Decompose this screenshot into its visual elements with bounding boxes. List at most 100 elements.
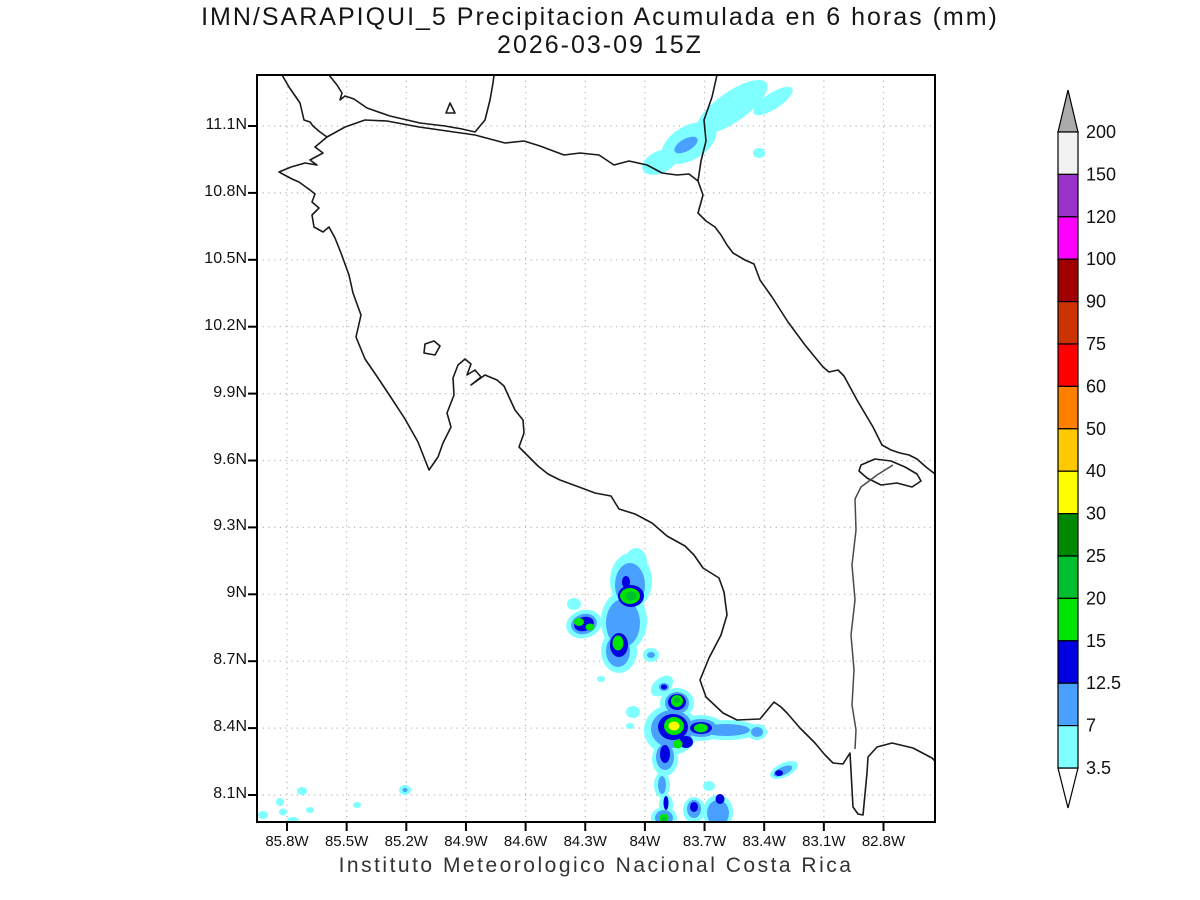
colorbar-segment [1057,258,1079,303]
colorbar-level-label: 3.5 [1086,758,1111,778]
x-axis-tick-label: 85.2W [384,833,428,850]
precip-cell [679,736,693,748]
colorbar-segment [1057,301,1079,345]
figure-title-line1: IMN/SARAPIQUI_5 Precipitacion Acumulada … [201,3,999,31]
colorbar-level-label: 90 [1086,292,1106,312]
gridlines [257,75,935,822]
x-axis-tick-label: 85.8W [265,833,309,850]
precip-cell [753,148,765,158]
precip-cell [703,781,715,791]
nicaragua-border-san-juan-river [326,119,699,182]
x-axis-tick-label: 83.1W [802,833,846,850]
precip-cell [258,811,268,819]
precip-cell [660,745,670,763]
precip-cell [674,697,680,703]
x-axis-tick-label: 85.5W [324,833,369,850]
precip-cell [279,808,287,816]
lake-nicaragua-shore [328,74,495,133]
colorbar: 200 150 120 100 90 75 60 50 40 30 25 20 15 12.5 7 3.5 [1057,89,1121,809]
colorbar-level-label: 75 [1086,334,1106,354]
colorbar-segment [1057,385,1079,430]
y-axis-tick-label: 9N [226,584,247,602]
colorbar-level-label: 25 [1086,546,1106,566]
precip-cell [702,724,750,736]
y-axis-tick-label: 10.5N [204,249,247,267]
precip-cell [751,727,763,737]
y-axis-tick-label: 8.1N [213,785,247,802]
y-axis-tick-label: 8.7N [213,651,247,669]
precip-cell [612,635,624,651]
bocas-lagoon [858,458,922,488]
colorbar-segment [1057,724,1079,769]
colorbar-level-label: 7 [1086,716,1096,736]
x-axis-tick-label: 84.9W [444,833,488,850]
map-plot [248,74,936,831]
panama-border [850,464,894,750]
y-axis-tick-label: 9.3N [213,517,247,535]
colorbar-level-label: 12.5 [1086,673,1121,693]
colorbar-segment [1057,555,1079,600]
y-axis-tick-label: 11.1N [205,116,247,133]
figure-title-line2: 2026-03-09 15Z [497,31,703,59]
axis-ticks [248,125,885,831]
precip-cell [353,802,361,808]
y-axis-tick-label: 9.9N [213,383,247,401]
precip-cell [642,149,678,175]
precip-cell [625,591,637,601]
x-axis-tick-label: 84.6W [503,833,548,850]
coastline-caribbean [697,74,936,475]
precip-cell [597,676,605,682]
colorbar-level-label: 40 [1086,461,1106,481]
precip-cell [694,723,708,733]
x-axis-tick-label: 83.4W [742,833,786,850]
colorbar-segments [1057,131,1079,769]
colorbar-segment [1057,131,1079,176]
figure-caption: Instituto Meteorologico Nacional Costa R… [338,854,854,877]
precip-cell [690,802,698,812]
precip-cell [668,721,680,731]
precip-cell [674,136,698,154]
y-axis-tick-label: 8.4N [213,718,247,736]
precip-cell [622,576,630,588]
precip-cell [626,723,634,729]
precip-cell [673,739,683,749]
x-axis-tick-label: 83.7W [682,833,727,850]
precip-cell [276,798,284,806]
colorbar-segment [1057,343,1079,388]
precip-cell [696,79,768,135]
precip-cell [658,776,666,794]
colorbar-segment [1057,513,1079,557]
y-axis-tick-label: 10.2N [204,316,247,334]
precip-cell [647,652,655,658]
precip-cell [567,598,581,610]
colorbar-segment [1057,682,1079,727]
colorbar-segment [1057,216,1079,260]
colorbar-segment [1057,428,1079,472]
colorbar-level-label: 100 [1086,249,1116,269]
precip-cell [574,618,584,626]
colorbar-level-label: 15 [1086,631,1106,651]
precip-cell [297,787,307,795]
colorbar-level-label: 50 [1086,419,1106,439]
precip-cell [661,816,667,822]
colorbar-level-label: 150 [1086,164,1116,184]
colorbar-labels: 200 150 120 100 90 75 60 50 40 30 25 20 15 12.5 7 3.5 [1086,122,1121,778]
colorbar-top-arrow [1057,89,1079,133]
colorbar-segment [1057,470,1079,515]
x-axis-tick-label: 84W [629,833,661,850]
colorbar-level-label: 120 [1086,207,1116,227]
precip-cell [661,684,667,690]
precip-cell [663,796,669,810]
precip-cell [753,86,793,116]
colorbar-segment [1057,597,1079,642]
y-axis-tick-label: 10.8N [204,182,247,200]
y-axis-tick-label: 9.6N [213,450,247,468]
precip-cell [585,623,595,631]
x-axis-tick-label: 82.8W [861,833,906,850]
colorbar-segment [1057,173,1079,218]
precip-cell [775,770,783,776]
colorbar-bottom-arrow [1057,767,1079,809]
colorbar-segment [1057,640,1079,684]
plot-frame [256,74,936,823]
